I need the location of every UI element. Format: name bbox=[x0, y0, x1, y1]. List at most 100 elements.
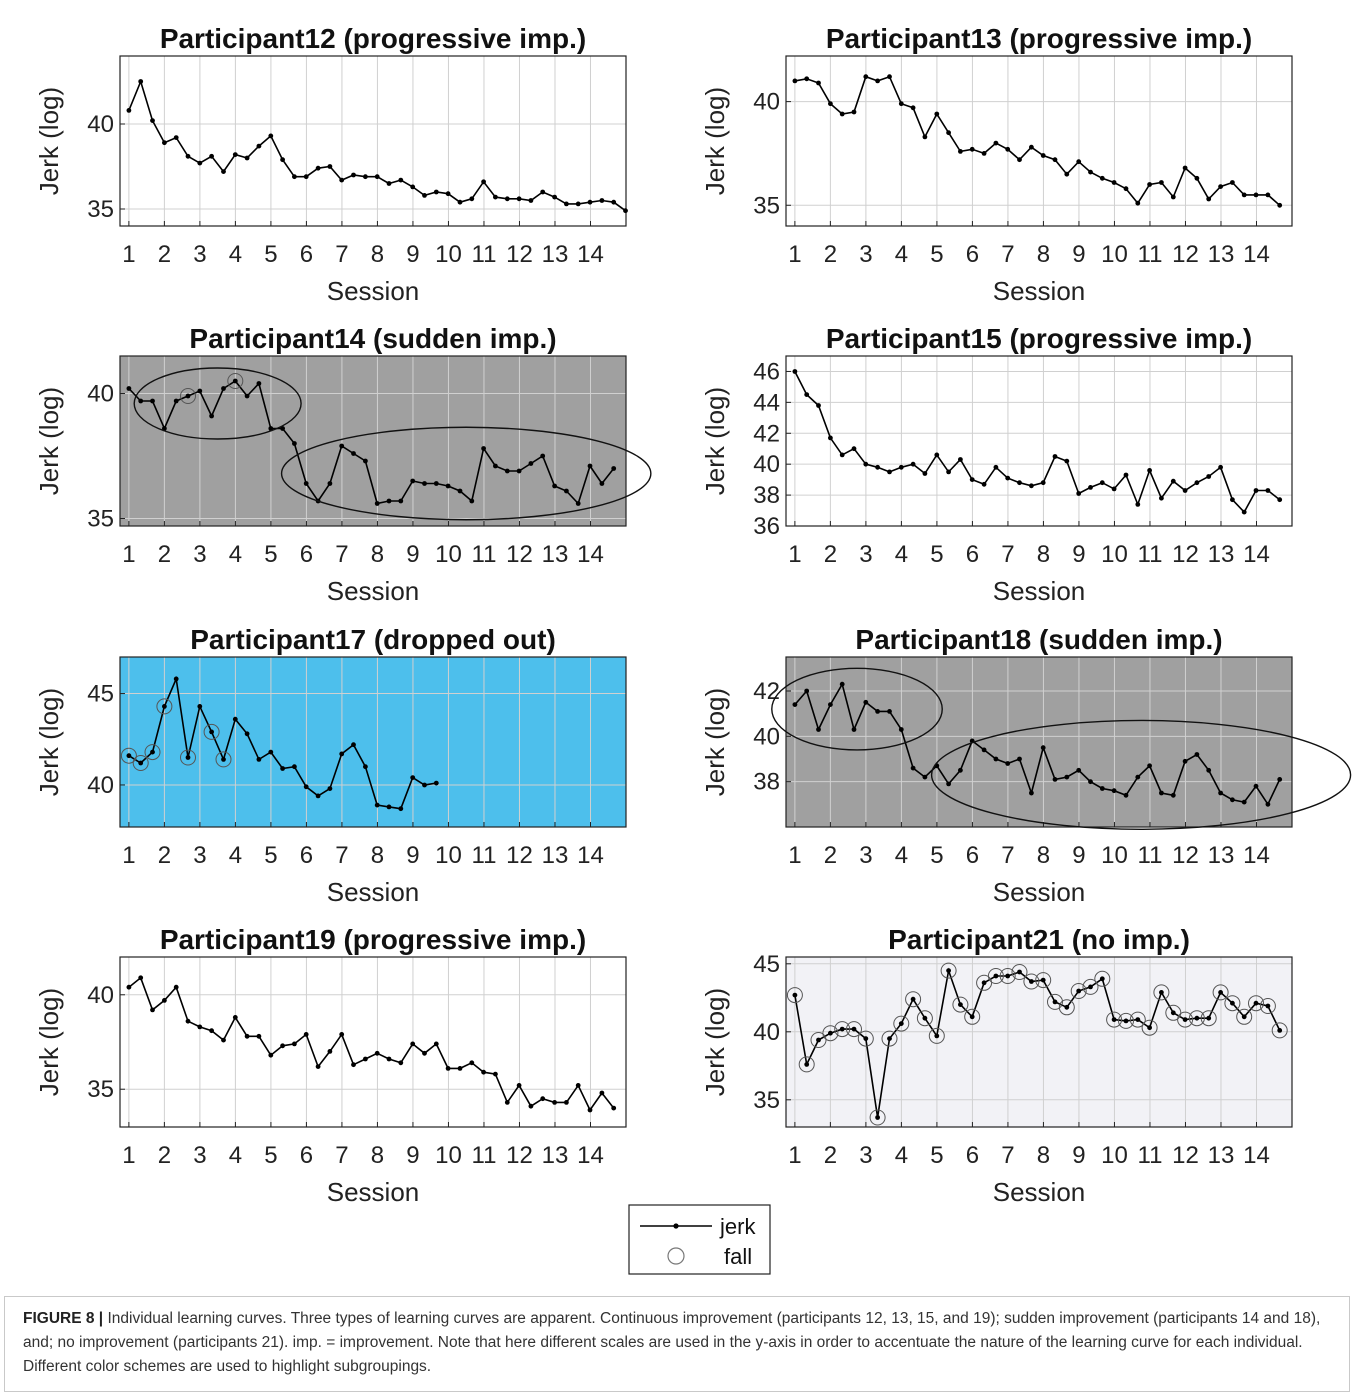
jerk-data-point bbox=[221, 169, 226, 175]
jerk-data-point bbox=[1029, 483, 1034, 489]
jerk-data-point bbox=[851, 727, 857, 732]
y-tick-label: 35 bbox=[87, 506, 114, 533]
jerk-data-point bbox=[1253, 192, 1259, 198]
jerk-data-point bbox=[792, 992, 798, 998]
jerk-data-point bbox=[540, 189, 546, 195]
x-tick-label: 9 bbox=[1072, 241, 1085, 268]
x-tick-label: 11 bbox=[1138, 1142, 1163, 1169]
jerk-data-point bbox=[256, 143, 262, 149]
jerk-data-point bbox=[839, 452, 845, 458]
jerk-data-point bbox=[386, 1056, 392, 1062]
x-tick-label: 10 bbox=[435, 842, 462, 869]
x-tick-label: 7 bbox=[1001, 842, 1014, 869]
jerk-data-point bbox=[1265, 1003, 1271, 1009]
x-tick-label: 12 bbox=[506, 541, 533, 568]
fall-marker bbox=[1236, 1008, 1253, 1025]
jerk-data-point bbox=[528, 1103, 534, 1109]
jerk-data-point bbox=[1017, 756, 1022, 762]
jerk-data-point bbox=[922, 471, 928, 476]
jerk-data-point bbox=[587, 199, 593, 205]
y-tick-label: 46 bbox=[753, 358, 780, 385]
x-tick-label: 14 bbox=[1243, 541, 1270, 568]
jerk-data-point bbox=[292, 1041, 297, 1047]
jerk-data-point bbox=[422, 193, 427, 198]
jerk-data-point bbox=[126, 984, 132, 990]
jerk-data-point bbox=[481, 1069, 486, 1075]
y-axis-label: Jerk (log) bbox=[700, 87, 730, 195]
x-tick-label: 4 bbox=[229, 842, 242, 869]
jerk-data-point bbox=[898, 464, 904, 470]
x-tick-label: 6 bbox=[966, 241, 979, 268]
jerk-data-point bbox=[268, 426, 274, 431]
x-tick-label: 10 bbox=[1101, 1142, 1128, 1169]
jerk-data-point bbox=[1230, 497, 1235, 503]
fall-marker bbox=[203, 723, 220, 740]
jerk-data-point bbox=[327, 164, 333, 169]
jerk-data-point bbox=[1194, 480, 1200, 486]
x-tick-label: 10 bbox=[435, 241, 462, 268]
jerk-data-point bbox=[1076, 491, 1082, 496]
x-tick-label: 4 bbox=[895, 541, 908, 568]
jerk-data-point bbox=[504, 468, 510, 474]
jerk-data-point bbox=[232, 1015, 238, 1020]
jerk-data-point bbox=[1052, 999, 1058, 1005]
jerk-data-point bbox=[922, 774, 928, 780]
fall-marker bbox=[1011, 964, 1028, 980]
x-tick-label: 13 bbox=[1208, 1142, 1235, 1169]
fall-marker bbox=[1271, 1022, 1288, 1039]
x-tick-label: 3 bbox=[859, 842, 872, 869]
jerk-data-point bbox=[922, 1015, 928, 1021]
subgroup-ellipse bbox=[280, 426, 652, 521]
jerk-data-point bbox=[828, 1030, 833, 1036]
jerk-data-point bbox=[433, 1041, 439, 1047]
jerk-data-point bbox=[493, 1071, 498, 1077]
jerk-data-point bbox=[433, 189, 439, 195]
legend-label-jerk: jerk bbox=[719, 1214, 756, 1239]
x-tick-label: 7 bbox=[335, 241, 348, 268]
x-tick-label: 9 bbox=[406, 541, 419, 568]
x-tick-label: 2 bbox=[158, 241, 171, 268]
fall-marker bbox=[928, 1027, 945, 1044]
jerk-data-point bbox=[981, 481, 987, 487]
y-axis-label: Jerk (log) bbox=[700, 988, 730, 1096]
fall-marker bbox=[215, 751, 232, 768]
fall-marker bbox=[940, 962, 957, 979]
jerk-data-point bbox=[1064, 171, 1070, 177]
x-tick-label: 3 bbox=[193, 1142, 206, 1169]
jerk-data-point bbox=[552, 483, 557, 489]
jerk-data-point bbox=[969, 477, 975, 482]
x-tick-label: 14 bbox=[577, 541, 604, 568]
x-tick-label: 5 bbox=[264, 1142, 277, 1169]
axes-frame bbox=[119, 656, 627, 828]
y-tick-label: 35 bbox=[753, 192, 780, 219]
x-tick-label: 1 bbox=[122, 1142, 135, 1169]
y-tick-label: 40 bbox=[87, 111, 114, 138]
y-tick-label: 42 bbox=[753, 678, 780, 705]
jerk-data-point bbox=[1005, 973, 1011, 979]
jerk-data-point bbox=[185, 1018, 191, 1024]
jerk-data-point bbox=[1111, 788, 1117, 794]
legend: jerk fall bbox=[628, 1204, 771, 1275]
jerk-data-point bbox=[816, 80, 821, 86]
jerk-data-point bbox=[804, 688, 810, 694]
fall-marker bbox=[952, 996, 969, 1013]
jerk-data-point bbox=[209, 1028, 215, 1034]
jerk-data-point bbox=[1253, 783, 1259, 789]
jerk-data-point bbox=[1099, 175, 1105, 181]
jerk-data-point bbox=[327, 481, 333, 486]
jerk-data-point bbox=[1052, 454, 1058, 459]
y-tick-label: 45 bbox=[753, 951, 780, 978]
jerk-data-point bbox=[946, 781, 951, 787]
x-tick-label: 14 bbox=[577, 1142, 604, 1169]
jerk-data-point bbox=[1277, 777, 1283, 782]
jerk-data-point bbox=[410, 184, 416, 190]
jerk-data-point bbox=[993, 140, 999, 146]
fall-marker bbox=[180, 749, 196, 766]
jerk-data-point bbox=[887, 469, 892, 475]
x-tick-label: 1 bbox=[122, 241, 135, 268]
jerk-data-point bbox=[1159, 790, 1164, 796]
fall-marker bbox=[905, 991, 922, 1008]
jerk-data-point bbox=[1064, 458, 1070, 464]
jerk-data-point bbox=[839, 681, 845, 687]
